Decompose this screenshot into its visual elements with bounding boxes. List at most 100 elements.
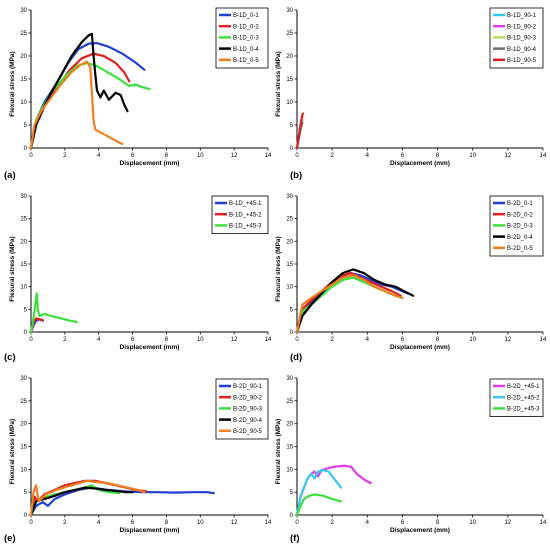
y-tick-label: 25 [286,31,293,37]
legend-label: B-1D_0-3 [233,36,259,42]
y-tick-label: 0 [24,513,28,519]
panel-label: (c) [4,352,16,363]
x-tick-label: 0 [295,337,299,343]
x-tick-label: 4 [97,337,101,343]
legend-label: B-1D_+45-3 [229,224,262,230]
y-tick-label: 30 [20,194,27,200]
legend-label: B-1D_0-2 [233,24,259,30]
x-tick-label: 8 [165,153,169,159]
y-tick-label: 0 [24,146,28,152]
x-tick-label: 8 [436,520,440,526]
chart-panel-4: 0 2 4 6 8 10 12 14 0 5 10 15 20 25 30 Displacement (mm)… [275,194,547,363]
x-tick-label: 12 [505,153,512,159]
x-tick-label: 12 [505,520,512,526]
y-tick-label: 10 [286,285,293,291]
x-tick-label: 12 [231,153,238,159]
y-axis-label: Flexural stress (MPa) [9,419,16,484]
x-tick-label: 8 [165,337,169,343]
series-line-B-2D_+45-3 [295,493,342,517]
x-axis-label: Displacement (mm) [120,527,180,534]
legend-label: B-1D_+45-2 [229,212,262,218]
y-tick-label: 0 [24,330,28,336]
x-axis-label: Displacement (mm) [390,527,450,534]
x-tick-label: 2 [63,520,67,526]
x-tick-label: 4 [366,520,370,526]
legend-label: B-1D_0-1 [233,13,259,19]
series-line-B-1D_+45-3 [29,292,78,334]
legend-label: B-2D_90-1 [233,384,263,390]
x-tick-label: 14 [265,337,272,343]
y-tick-label: 5 [290,490,294,496]
y-tick-label: 5 [24,123,28,129]
y-tick-label: 15 [286,262,293,268]
y-tick-label: 10 [286,467,293,473]
x-tick-label: 4 [97,153,101,159]
x-tick-label: 10 [469,153,476,159]
x-tick-label: 2 [330,520,334,526]
series-line-B-1D_0-4 [29,32,129,150]
series-line-B-2D_90-4 [29,486,134,517]
chart-panel-1: 0 2 4 6 8 10 12 14 0 5 10 15 20 25 30 Displacement (mm)… [4,7,272,181]
chart-panel-3: 0 2 4 6 8 10 12 14 0 5 10 15 20 25 30 Displacement (mm)… [4,194,272,363]
x-axis-label: Displacement (mm) [120,160,180,167]
series-line-B-2D_+45-1 [295,464,372,517]
x-tick-label: 12 [231,337,238,343]
y-tick-label: 0 [290,146,294,152]
legend-label: B-1D_90-1 [507,13,537,19]
x-tick-label: 14 [265,520,272,526]
x-tick-label: 0 [29,520,33,526]
y-axis-label: Flexural stress (MPa) [9,236,16,301]
x-tick-label: 14 [540,520,547,526]
x-tick-label: 6 [131,337,135,343]
y-axis-label: Flexural stress (MPa) [275,236,282,301]
y-tick-label: 30 [20,376,27,382]
x-tick-label: 12 [231,520,238,526]
x-tick-label: 8 [165,520,169,526]
series-line-B-2D_0-5 [295,274,404,334]
y-tick-label: 20 [286,54,293,60]
x-tick-label: 6 [401,337,405,343]
x-tick-label: 14 [540,337,547,343]
panel-label: (e) [4,533,16,544]
legend-label: B-2D_+45-2 [507,395,540,401]
chart-panel-5: 0 2 4 6 8 10 12 14 0 5 10 15 20 25 30 Displacement (mm)… [4,376,272,544]
panel-label: (b) [290,170,302,181]
x-tick-label: 0 [29,337,33,343]
series-line-B-1D_90-5 [295,112,305,150]
legend-label: B-2D_90-5 [233,429,263,435]
y-tick-label: 15 [286,77,293,83]
x-tick-label: 6 [131,520,135,526]
panel-label: (d) [290,352,302,363]
y-tick-label: 20 [20,54,27,60]
y-tick-label: 5 [290,123,294,129]
x-axis-label: Displacement (mm) [390,160,450,167]
y-tick-label: 30 [286,194,293,200]
x-tick-label: 0 [295,520,299,526]
x-tick-label: 2 [330,337,334,343]
y-tick-label: 5 [24,307,28,313]
x-tick-label: 2 [63,337,67,343]
x-tick-label: 14 [265,153,272,159]
legend-label: B-1D_90-2 [507,24,537,30]
legend-label: B-1D_90-4 [507,47,537,53]
x-tick-label: 2 [330,153,334,159]
y-tick-label: 20 [286,239,293,245]
y-tick-label: 15 [20,77,27,83]
legend-label: B-1D_90-5 [507,58,537,64]
series-line-B-2D_+45-2 [295,469,342,517]
x-tick-label: 10 [469,337,476,343]
y-axis-label: Flexural stress (MPa) [9,51,16,116]
y-tick-label: 5 [24,490,28,496]
x-tick-label: 2 [63,153,67,159]
y-tick-label: 30 [20,8,27,14]
legend-label: B-2D_90-4 [233,418,263,424]
legend-label: B-2D_+45-1 [507,384,540,390]
y-tick-label: 25 [20,217,27,223]
y-tick-label: 20 [20,239,27,245]
x-axis-label: Displacement (mm) [390,344,450,351]
legend-label: B-2D_+45-3 [507,407,540,413]
x-tick-label: 10 [197,337,204,343]
y-tick-label: 10 [20,100,27,106]
legend-label: B-2D_0-3 [507,224,533,230]
